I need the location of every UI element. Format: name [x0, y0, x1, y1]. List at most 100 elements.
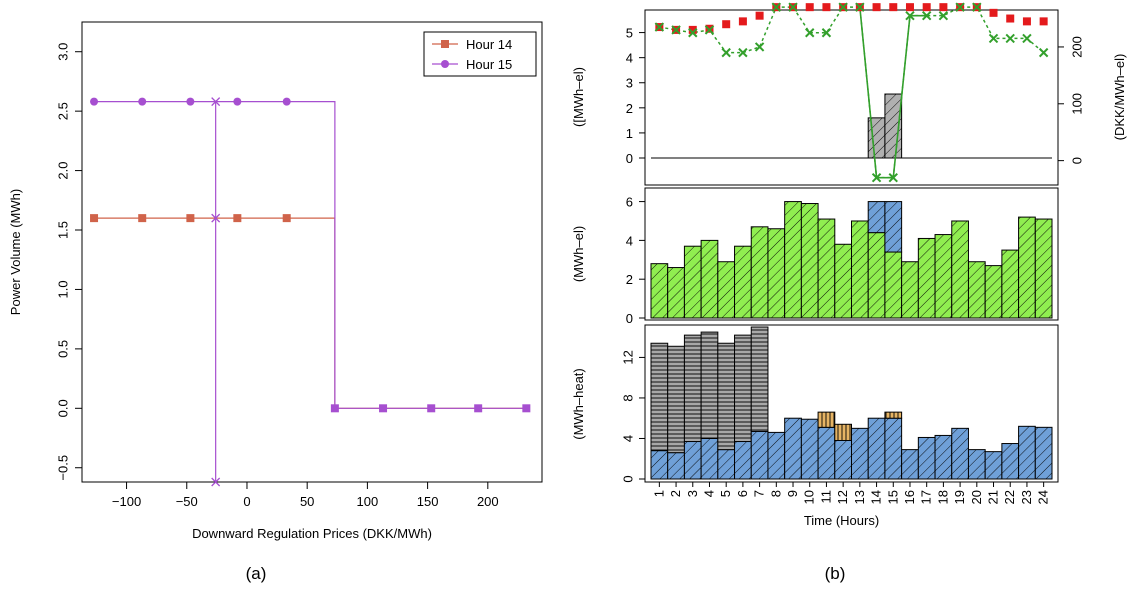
point-b-top-green — [671, 25, 681, 35]
y-tick-label-a: 2.5 — [55, 102, 70, 120]
bar-hatch-b-bottom — [1035, 427, 1052, 479]
x-axis-label-a: Downward Regulation Prices (DKK/MWh) — [192, 526, 432, 541]
point-b-top-green — [821, 28, 832, 38]
x-tick-label-b-bottom: 15 — [885, 490, 900, 504]
x-tick-label-b-bottom: 22 — [1002, 490, 1017, 504]
bar-hatch-b-middle — [1035, 219, 1052, 318]
bar-hatch-b-middle — [684, 246, 702, 318]
point-b-top-green — [988, 33, 999, 44]
bar-hatch-b-bottom — [901, 449, 919, 479]
caption-b: (b) — [825, 564, 846, 583]
point-hour15 — [233, 97, 242, 106]
y-tick-label-b-bottom: 4 — [620, 435, 635, 442]
point-b-top-green — [738, 47, 748, 58]
bar-hatch-b-bottom — [918, 437, 936, 479]
x-tick-label-b-bottom: 14 — [869, 490, 884, 504]
bar-hatch-b-middle — [767, 228, 785, 318]
point-b-top-green — [921, 10, 932, 21]
point-b-top-green — [1005, 33, 1015, 44]
y-tick-label-a: 0.0 — [55, 399, 70, 417]
y-tick-label-b-top: 3 — [626, 76, 633, 91]
point-hour14 — [90, 214, 99, 223]
line-b-top-green-solid — [859, 7, 878, 178]
bar-hatch-b-middle — [884, 252, 902, 318]
point-b-top-red — [872, 3, 881, 12]
bar-top-pattern-b-bottom — [751, 327, 768, 432]
bar-hatch-b-middle — [868, 232, 885, 318]
x-tick-label-b-bottom: 9 — [785, 490, 800, 497]
bar-hatch-b-bottom — [667, 452, 685, 479]
y-axis-label-b-bottom: (MWh–heat) — [571, 368, 586, 440]
point-b-top-green — [688, 28, 698, 38]
point-b-top-red — [755, 11, 764, 20]
y-tick-label-b-middle: 6 — [626, 195, 633, 210]
point-b-top-red — [905, 3, 914, 12]
bar-hatch-b-middle — [651, 263, 668, 318]
plot-frame-b-bottom — [644, 324, 1059, 483]
y-tick-label-b-middle: 2 — [626, 272, 633, 287]
bar-hatch-b-bottom — [717, 449, 735, 479]
bar-hatch-b-middle — [701, 240, 718, 318]
y-tick-label-right-b-top: 0 — [1069, 157, 1084, 164]
x-tick-label-b-bottom: 8 — [768, 490, 783, 497]
x-tick-label-b-bottom: 6 — [735, 490, 750, 497]
point-b-top-red — [722, 20, 731, 29]
x-tick-label-b-bottom: 16 — [902, 490, 917, 504]
bar-hatch-b-middle — [851, 220, 869, 318]
y-tick-label-b-bottom: 12 — [620, 350, 635, 364]
point-b-top-red — [805, 3, 814, 12]
x-tick-label-b-bottom: 10 — [802, 490, 817, 504]
bar-hatch-b-middle — [935, 234, 952, 318]
point-b-top-red — [738, 17, 747, 26]
point-hour14 — [474, 404, 483, 413]
x-tick-label-a: 50 — [300, 494, 314, 509]
point-b-top-red — [922, 3, 931, 12]
bar-extra-hatch-b-middle — [884, 201, 902, 253]
bar-hatch-b-middle — [667, 267, 685, 318]
point-b-top-green — [838, 2, 848, 12]
point-hour14 — [282, 214, 291, 223]
bar-hatch-b-middle — [918, 238, 936, 318]
y-tick-label-b-middle: 4 — [626, 233, 633, 248]
y-tick-label-b-top: 1 — [626, 126, 633, 141]
bar-hatch-b-bottom — [884, 418, 902, 479]
bar-top-pattern-b-bottom — [818, 412, 835, 428]
bar-hatch-b-bottom — [784, 418, 802, 479]
x-tick-label-b-bottom: 17 — [919, 490, 934, 504]
x-tick-label-b-bottom: 12 — [835, 490, 850, 504]
point-b-top-green — [972, 2, 982, 12]
x-tick-label-b-bottom: 24 — [1036, 490, 1051, 504]
point-hour14 — [427, 404, 436, 413]
y-tick-label-right-b-top: 200 — [1069, 36, 1084, 58]
x-tick-label-b-bottom: 1 — [651, 490, 666, 497]
x-tick-label-b-bottom: 11 — [818, 490, 833, 504]
bar-hatch-b-bottom — [968, 449, 986, 479]
bar-hatch-b-middle — [968, 261, 986, 318]
y-tick-label-a: 2.0 — [55, 162, 70, 180]
bar-hatch-b-bottom — [985, 451, 1002, 479]
bar-hatch-b-bottom — [818, 427, 835, 479]
chart-b-middle: 0 2 4 6 (MWh–el) — [571, 187, 1059, 326]
bar-hatch-b-middle — [784, 201, 802, 318]
x-tick-label-b-bottom: 5 — [718, 490, 733, 497]
bar-extra-hatch-b-middle — [868, 201, 885, 233]
x-tick-label-a: 150 — [417, 494, 439, 509]
cross-marker — [211, 97, 221, 107]
cross-marker — [211, 213, 221, 223]
bar-hatch-b-bottom — [651, 450, 668, 479]
point-b-top-red — [688, 25, 697, 34]
y-tick-label-b-top: 2 — [626, 101, 633, 116]
legend-box-a — [423, 31, 537, 77]
y-tick-label-a: 3.0 — [55, 43, 70, 61]
bar-hatch-b-bottom — [1018, 426, 1036, 479]
point-hour14 — [186, 214, 195, 223]
point-b-top-red — [889, 3, 898, 12]
bar-hatch-b-middle — [751, 226, 768, 318]
point-b-top-green — [1038, 47, 1049, 58]
bar-hatch-b-bottom — [851, 428, 869, 479]
point-b-top-green — [855, 2, 865, 12]
bar-top-pattern-b-bottom — [701, 332, 718, 439]
x-tick-label-b-bottom: 20 — [969, 490, 984, 504]
